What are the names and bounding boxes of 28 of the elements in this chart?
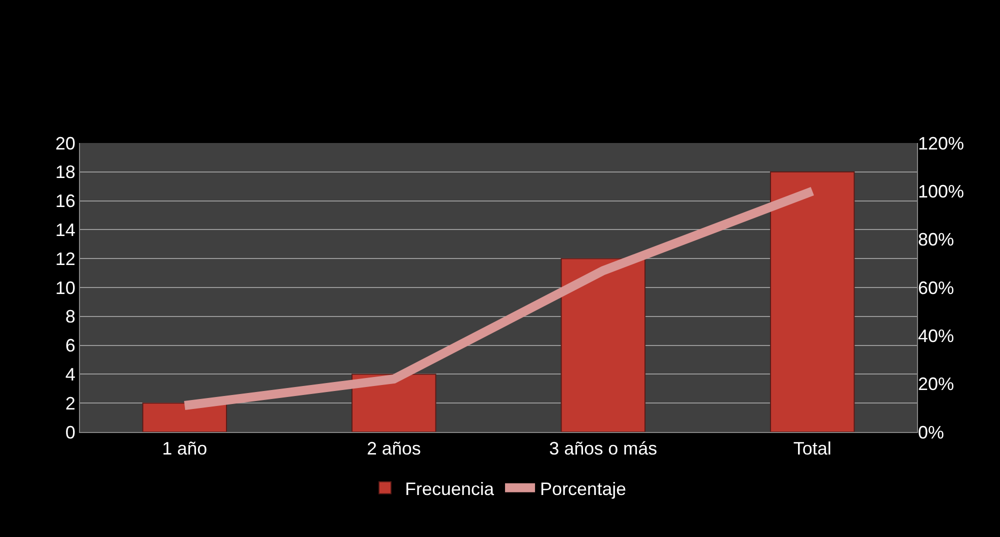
y-tick-label: 18 <box>55 162 76 182</box>
y2-tick-label: 40% <box>918 326 954 346</box>
y-tick-label: 8 <box>65 306 76 327</box>
y-tick-label: 10 <box>55 278 76 298</box>
y2-tick-label: 20% <box>918 374 954 394</box>
bar <box>770 171 855 432</box>
legend-label: Frecuencia <box>405 478 496 499</box>
y-tick-label: 14 <box>55 220 76 240</box>
legend-label: Porcentaje <box>540 478 626 499</box>
x-tick-label: 1 año <box>162 438 208 459</box>
y2-tick-label: 0% <box>918 422 944 442</box>
bar <box>352 374 436 432</box>
y-tick-label: 12 <box>55 248 76 269</box>
y-tick-label: 6 <box>65 336 76 356</box>
y-tick-label: 2 <box>65 393 76 414</box>
y-tick-label: 16 <box>55 191 76 212</box>
x-tick-label: 3 años o más <box>549 438 658 459</box>
x-tick-label: Total <box>793 438 832 459</box>
bar <box>560 258 646 432</box>
y2-tick-label: 120% <box>918 133 964 154</box>
y2-tick-label: 80% <box>918 230 954 250</box>
y-tick-label: 4 <box>65 364 76 384</box>
y-tick-label: 0 <box>65 422 76 442</box>
y2-tick-label: 60% <box>918 278 954 298</box>
y2-tick-label: 100% <box>918 181 964 202</box>
bar <box>142 402 227 432</box>
y-tick-label: 20 <box>55 133 76 154</box>
x-tick-label: 2 años <box>366 438 421 459</box>
